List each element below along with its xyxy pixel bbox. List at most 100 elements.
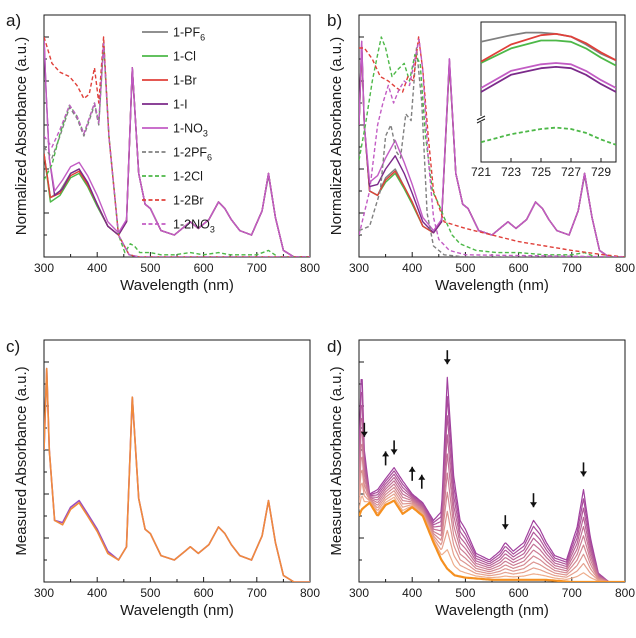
plot-area [359,36,625,257]
series-line [359,40,625,257]
series-line [359,495,625,582]
x-tick-label: 800 [300,261,320,275]
y-axis-label: Measured Absorbance (a.u.) [328,366,345,555]
panel-label: a) [6,11,21,30]
inset-x-tick-label: 729 [591,165,611,179]
series-line [44,367,310,582]
y-axis-label: Normalized Absorbance (a.u.) [13,37,30,235]
series-line [359,38,625,257]
legend-label-text: 1-2Br [173,194,204,208]
panel-b: b) 300 400 500 600 700 800 Wavelength (nm) Norma… [327,11,635,294]
arrow-down-icon [390,440,398,455]
x-tick-label: 800 [300,586,320,600]
x-tick-label: 800 [615,586,635,600]
series-line [359,404,625,582]
arrow-down-icon [529,493,537,508]
legend-label: 1-NO3 [173,122,208,139]
x-tick-label: 400 [402,261,422,275]
x-tick-label: 300 [349,261,369,275]
x-tick-label: 600 [509,261,529,275]
panel-label: b) [327,11,342,30]
x-tick-label: 800 [615,261,635,275]
inset: 721 723 725 727 729 [471,21,617,179]
x-tick-label: 500 [455,586,475,600]
x-tick-label: 600 [194,261,214,275]
legend: 1-PF61-Cl1-Br1-I1-NO31-2PF61-2Cl1-2Br1-2… [142,26,215,235]
inset-series-line [481,126,616,146]
x-tick-label: 600 [509,586,529,600]
series-line [44,42,310,257]
inset-plot [481,31,616,146]
axis-break-icon [476,115,486,124]
x-tick-label: 400 [87,261,107,275]
series-line [359,47,625,257]
legend-label-subscript: 3 [210,225,215,235]
arrow-up-icon [408,466,416,481]
axis-break-gap [478,116,484,122]
arrow-up-icon [418,474,426,489]
legend-label-subscript: 6 [200,33,205,43]
x-tick-label: 500 [455,261,475,275]
legend-label-text: 1-2Cl [173,170,203,184]
legend-label: 1-Br [173,74,197,88]
y-axis-label: Measured Absorbance (a.u.) [13,366,30,555]
plot-area [44,367,310,582]
legend-label-subscript: 3 [203,129,208,139]
series-line [44,36,310,257]
legend-label-text: 1-2PF [173,146,207,160]
series-line [359,417,625,582]
series-line [359,469,625,582]
y-axis-label: Normalized Absorbance (a.u.) [328,37,345,235]
arrow-down-icon [360,422,368,437]
axes-frame [358,339,626,583]
series-line [359,391,625,582]
x-tick-label: 700 [562,261,582,275]
legend-label: 1-2PF6 [173,146,212,163]
inset-series-line [481,33,616,63]
inset-series-line [481,62,616,89]
inset-x-tick-label: 721 [471,165,491,179]
x-axis-label: Wavelength (nm) [435,277,549,294]
plot-area [359,376,625,582]
x-axis-label: Wavelength (nm) [120,602,234,619]
axes-frame [43,339,311,583]
panel-label: d) [327,337,342,356]
legend-label-text: 1-PF [173,26,200,40]
inset-frame [480,21,617,163]
series-line [44,36,310,257]
x-tick-label: 700 [562,586,582,600]
x-tick-label: 500 [140,261,160,275]
legend-label: 1-I [173,98,188,112]
x-tick-label: 400 [402,586,422,600]
inset-series-line [481,39,616,67]
legend-label-text: 1-Br [173,74,197,88]
legend-label: 1-Cl [173,50,196,64]
x-tick-label: 300 [349,586,369,600]
x-tick-label: 700 [247,586,267,600]
arrow-down-icon [443,350,451,365]
x-tick-label: 300 [34,261,54,275]
series-line [359,443,625,582]
x-tick-label: 300 [34,586,54,600]
inset-x-tick-label: 725 [531,165,551,179]
arrow-down-icon [580,462,588,477]
series-line [44,367,310,582]
plot-area [44,36,310,257]
panel-a: a) 300 400 500 600 700 800 Wavelength (nm) Norma… [6,11,320,294]
legend-label-text: 1-NO [173,122,203,136]
series-line [359,482,625,582]
legend-label-subscript: 6 [207,153,212,163]
series-line [359,430,625,582]
legend-label: 1-PF6 [173,26,205,43]
arrow-down-icon [501,515,509,530]
panel-c: c) 300 400 500 600 700 800 Wavelength (nm) Measu… [6,337,320,619]
x-tick-label: 700 [247,261,267,275]
arrow-up-icon [382,451,390,466]
inset-x-tick-label: 723 [501,165,521,179]
inset-x-tick-label: 727 [561,165,581,179]
x-axis-label: Wavelength (nm) [435,602,549,619]
inset-series-line [481,66,616,93]
legend-label: 1-2NO3 [173,218,215,235]
x-tick-label: 400 [87,586,107,600]
